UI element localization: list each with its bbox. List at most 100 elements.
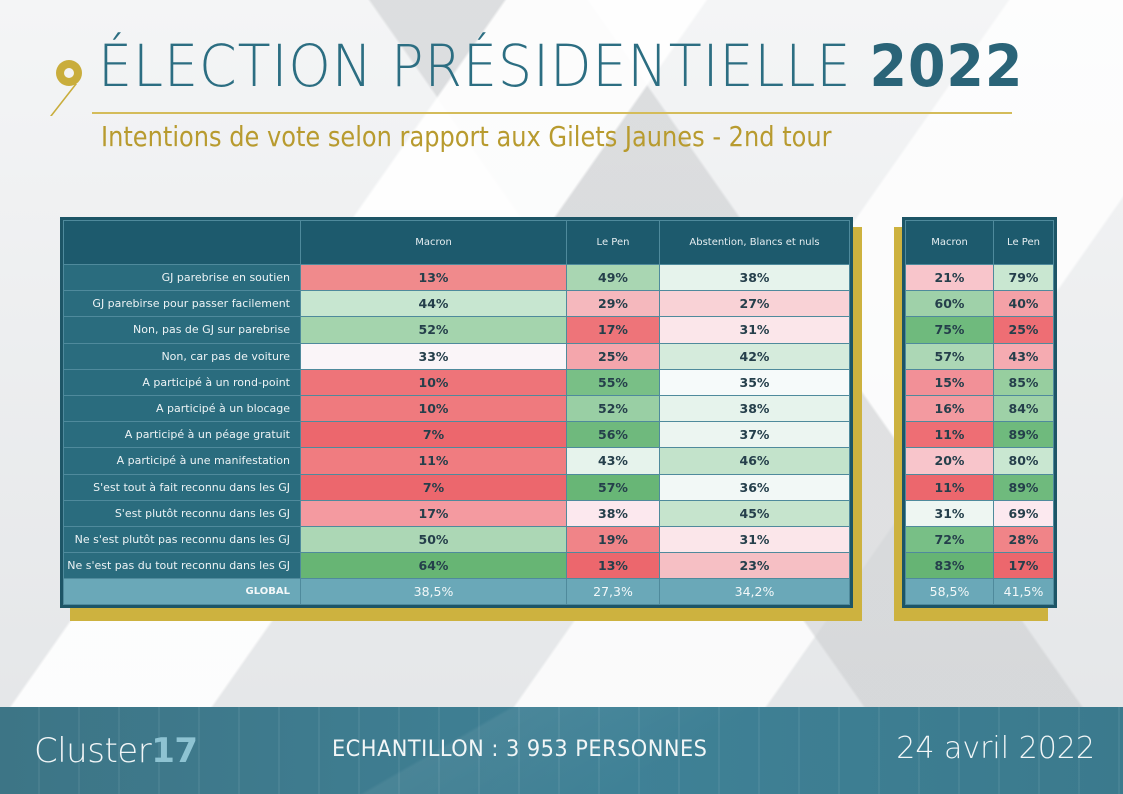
title-main: ÉLECTION PRÉSIDENTIELLE bbox=[98, 32, 852, 100]
row-label: Non, pas de GJ sur parebrise bbox=[63, 316, 301, 344]
side-cell-macron: 15% bbox=[905, 368, 994, 396]
side-header-macron: Macron bbox=[905, 220, 994, 265]
cell-le-pen: 25% bbox=[566, 342, 660, 370]
side-cell-le-pen: 85% bbox=[993, 368, 1054, 396]
side-header-le-pen: Le Pen bbox=[993, 220, 1054, 265]
side-table: Macron Le Pen 21% 79% 60% 40% 75% 25% 57% 43% 15… bbox=[905, 220, 1054, 606]
logo-number: 17 bbox=[151, 731, 198, 771]
side-cell-macron: 83% bbox=[905, 552, 994, 580]
cell-le-pen: 43% bbox=[566, 447, 660, 475]
cell-abstention: 38% bbox=[659, 394, 850, 423]
global-row: GLOBAL 38,5% 27,3% 34,2% bbox=[63, 578, 850, 606]
header-empty bbox=[63, 220, 301, 265]
side-cell-le-pen: 40% bbox=[993, 290, 1054, 318]
cell-macron: 64% bbox=[300, 552, 567, 580]
row-label: A participé à un rond-point bbox=[63, 368, 301, 396]
cell-macron: 10% bbox=[300, 394, 567, 423]
cell-le-pen: 29% bbox=[566, 290, 660, 318]
cell-macron: 50% bbox=[300, 525, 567, 554]
table-row: GJ parebirse pour passer facilement 44% 29… bbox=[63, 290, 850, 318]
row-label: S'est plutôt reconnu dans les GJ bbox=[63, 499, 301, 527]
cell-le-pen: 56% bbox=[566, 421, 660, 449]
table-row: 16% 84% bbox=[905, 394, 1054, 423]
cell-macron: 52% bbox=[300, 316, 567, 344]
table-row: 15% 85% bbox=[905, 368, 1054, 396]
side-global-value: 41,5% bbox=[993, 578, 1054, 606]
side-cell-macron: 57% bbox=[905, 342, 994, 370]
header-abstention: Abstention, Blancs et nuls bbox=[659, 220, 850, 265]
row-label: A participé à une manifestation bbox=[63, 447, 301, 475]
row-label: S'est tout à fait reconnu dans les GJ bbox=[63, 473, 301, 501]
row-label: GJ parebirse pour passer facilement bbox=[63, 290, 301, 318]
side-cell-macron: 11% bbox=[905, 473, 994, 501]
side-cell-macron: 31% bbox=[905, 499, 994, 527]
header-macron: Macron bbox=[300, 220, 567, 265]
side-cell-le-pen: 28% bbox=[993, 525, 1054, 554]
main-table-frame: Macron Le Pen Abstention, Blancs et nuls… bbox=[60, 217, 853, 609]
header-le-pen: Le Pen bbox=[566, 220, 660, 265]
row-label: Non, car pas de voiture bbox=[63, 342, 301, 370]
survey-date: 24 avril 2022 bbox=[896, 731, 1095, 766]
side-cell-le-pen: 79% bbox=[993, 263, 1054, 292]
table-row: 83% 17% bbox=[905, 552, 1054, 580]
cluster17-logo: Cluster17 bbox=[34, 731, 198, 771]
side-cell-le-pen: 43% bbox=[993, 342, 1054, 370]
side-cell-macron: 20% bbox=[905, 447, 994, 475]
cell-macron: 7% bbox=[300, 421, 567, 449]
cell-abstention: 36% bbox=[659, 473, 850, 501]
table-row: A participé à une manifestation 11% 43% 46% bbox=[63, 447, 850, 475]
cell-macron: 11% bbox=[300, 447, 567, 475]
side-global-value: 58,5% bbox=[905, 578, 994, 606]
page-title: ÉLECTION PRÉSIDENTIELLE 2022 bbox=[98, 32, 1023, 100]
table-row: S'est plutôt reconnu dans les GJ 17% 38% 45… bbox=[63, 499, 850, 527]
cell-abstention: 42% bbox=[659, 342, 850, 370]
table-row: A participé à un rond-point 10% 55% 35% bbox=[63, 368, 850, 396]
cell-le-pen: 52% bbox=[566, 394, 660, 423]
table-row: Ne s'est plutôt pas reconnu dans les GJ 5… bbox=[63, 525, 850, 554]
side-table-header: Macron Le Pen bbox=[905, 220, 1054, 265]
side-cell-macron: 21% bbox=[905, 263, 994, 292]
cell-le-pen: 19% bbox=[566, 525, 660, 554]
table-row: 75% 25% bbox=[905, 316, 1054, 344]
side-cell-le-pen: 89% bbox=[993, 421, 1054, 449]
side-cell-le-pen: 89% bbox=[993, 473, 1054, 501]
side-cell-macron: 75% bbox=[905, 316, 994, 344]
sample-size: ECHANTILLON : 3 953 PERSONNES bbox=[332, 737, 708, 762]
cell-macron: 7% bbox=[300, 473, 567, 501]
side-table-frame: Macron Le Pen 21% 79% 60% 40% 75% 25% 57% 43% 15… bbox=[902, 217, 1057, 609]
cell-abstention: 46% bbox=[659, 447, 850, 475]
footer-banner: Cluster17 ECHANTILLON : 3 953 PERSONNES … bbox=[0, 707, 1123, 794]
table-row: Non, pas de GJ sur parebrise 52% 17% 31% bbox=[63, 316, 850, 344]
table-row: 21% 79% bbox=[905, 263, 1054, 292]
global-value: 27,3% bbox=[566, 578, 660, 606]
cell-abstention: 37% bbox=[659, 421, 850, 449]
cell-abstention: 45% bbox=[659, 499, 850, 527]
cell-le-pen: 49% bbox=[566, 263, 660, 292]
table-row: GJ parebrise en soutien 13% 49% 38% bbox=[63, 263, 850, 292]
footer-decoration bbox=[0, 707, 1123, 794]
side-cell-le-pen: 84% bbox=[993, 394, 1054, 423]
main-table: Macron Le Pen Abstention, Blancs et nuls… bbox=[63, 220, 850, 606]
table-row: 11% 89% bbox=[905, 473, 1054, 501]
side-cell-macron: 72% bbox=[905, 525, 994, 554]
cell-abstention: 27% bbox=[659, 290, 850, 318]
cell-abstention: 31% bbox=[659, 525, 850, 554]
table-row: 60% 40% bbox=[905, 290, 1054, 318]
cell-le-pen: 17% bbox=[566, 316, 660, 344]
table-row: Ne s'est pas du tout reconnu dans les GJ… bbox=[63, 552, 850, 580]
logo-text: Cluster bbox=[34, 731, 152, 771]
title-underline bbox=[92, 112, 1012, 114]
cell-abstention: 23% bbox=[659, 552, 850, 580]
row-label: A participé à un blocage bbox=[63, 394, 301, 423]
side-cell-le-pen: 25% bbox=[993, 316, 1054, 344]
row-label: Ne s'est pas du tout reconnu dans les GJ bbox=[63, 552, 301, 580]
table-row: 20% 80% bbox=[905, 447, 1054, 475]
title-year: 2022 bbox=[869, 32, 1024, 100]
global-value: 38,5% bbox=[300, 578, 567, 606]
side-cell-macron: 16% bbox=[905, 394, 994, 423]
cell-abstention: 35% bbox=[659, 368, 850, 396]
cell-macron: 44% bbox=[300, 290, 567, 318]
side-cell-le-pen: 80% bbox=[993, 447, 1054, 475]
cell-abstention: 38% bbox=[659, 263, 850, 292]
main-table-header: Macron Le Pen Abstention, Blancs et nuls bbox=[63, 220, 850, 265]
